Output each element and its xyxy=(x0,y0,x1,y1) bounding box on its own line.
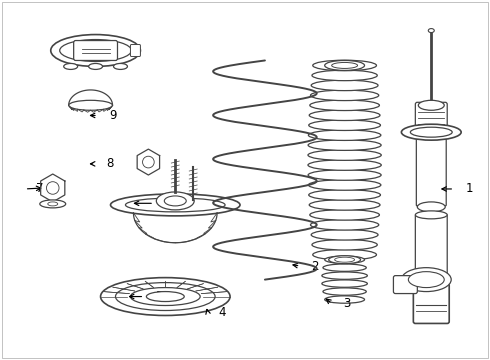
Circle shape xyxy=(47,182,59,194)
Ellipse shape xyxy=(312,239,377,250)
Ellipse shape xyxy=(418,100,444,110)
Circle shape xyxy=(143,156,154,168)
Ellipse shape xyxy=(308,150,381,160)
FancyBboxPatch shape xyxy=(74,41,118,60)
Ellipse shape xyxy=(311,80,378,91)
Ellipse shape xyxy=(100,278,230,315)
FancyBboxPatch shape xyxy=(414,284,449,323)
Ellipse shape xyxy=(60,40,131,62)
Ellipse shape xyxy=(69,100,113,110)
Ellipse shape xyxy=(323,264,367,271)
Ellipse shape xyxy=(89,63,102,69)
Text: 3: 3 xyxy=(343,297,350,310)
Ellipse shape xyxy=(40,200,66,208)
Text: 10: 10 xyxy=(121,44,136,57)
Ellipse shape xyxy=(401,268,451,292)
Ellipse shape xyxy=(309,200,380,210)
Ellipse shape xyxy=(308,170,381,180)
Ellipse shape xyxy=(111,194,240,216)
Ellipse shape xyxy=(164,196,186,206)
Ellipse shape xyxy=(309,120,381,130)
Ellipse shape xyxy=(335,257,355,262)
Ellipse shape xyxy=(114,63,127,69)
Ellipse shape xyxy=(310,210,379,220)
FancyBboxPatch shape xyxy=(393,276,417,293)
Ellipse shape xyxy=(410,127,452,137)
Ellipse shape xyxy=(308,160,381,170)
Ellipse shape xyxy=(323,288,367,295)
Ellipse shape xyxy=(309,190,381,200)
Ellipse shape xyxy=(408,272,444,288)
Ellipse shape xyxy=(147,292,184,302)
Ellipse shape xyxy=(64,63,77,69)
Ellipse shape xyxy=(311,90,379,100)
Ellipse shape xyxy=(312,70,377,81)
Ellipse shape xyxy=(48,202,58,206)
Ellipse shape xyxy=(322,280,368,287)
Ellipse shape xyxy=(401,124,461,140)
Ellipse shape xyxy=(428,28,434,32)
FancyBboxPatch shape xyxy=(416,132,446,206)
Ellipse shape xyxy=(313,60,376,71)
Ellipse shape xyxy=(130,288,200,306)
FancyBboxPatch shape xyxy=(130,45,141,57)
Ellipse shape xyxy=(332,62,358,68)
Ellipse shape xyxy=(313,249,376,260)
Text: 2: 2 xyxy=(312,260,319,273)
Text: 6: 6 xyxy=(165,197,172,210)
FancyBboxPatch shape xyxy=(416,215,447,280)
Text: 8: 8 xyxy=(106,157,114,170)
Ellipse shape xyxy=(311,220,379,230)
Ellipse shape xyxy=(325,60,365,71)
Ellipse shape xyxy=(329,256,361,264)
Text: 1: 1 xyxy=(465,183,473,195)
Ellipse shape xyxy=(308,180,381,190)
Ellipse shape xyxy=(308,140,381,150)
Ellipse shape xyxy=(325,296,365,303)
Ellipse shape xyxy=(311,230,378,240)
Ellipse shape xyxy=(51,35,141,67)
Text: 9: 9 xyxy=(109,109,117,122)
Ellipse shape xyxy=(125,198,225,212)
FancyBboxPatch shape xyxy=(416,102,447,132)
Ellipse shape xyxy=(156,192,194,210)
Text: 5: 5 xyxy=(155,290,163,303)
Ellipse shape xyxy=(325,256,365,264)
Ellipse shape xyxy=(308,130,381,140)
Ellipse shape xyxy=(416,211,447,219)
Ellipse shape xyxy=(310,100,379,111)
Ellipse shape xyxy=(322,272,368,279)
Ellipse shape xyxy=(417,202,445,212)
Text: 4: 4 xyxy=(219,306,226,319)
Text: 7: 7 xyxy=(36,183,43,195)
Ellipse shape xyxy=(309,110,380,121)
Ellipse shape xyxy=(116,283,215,310)
